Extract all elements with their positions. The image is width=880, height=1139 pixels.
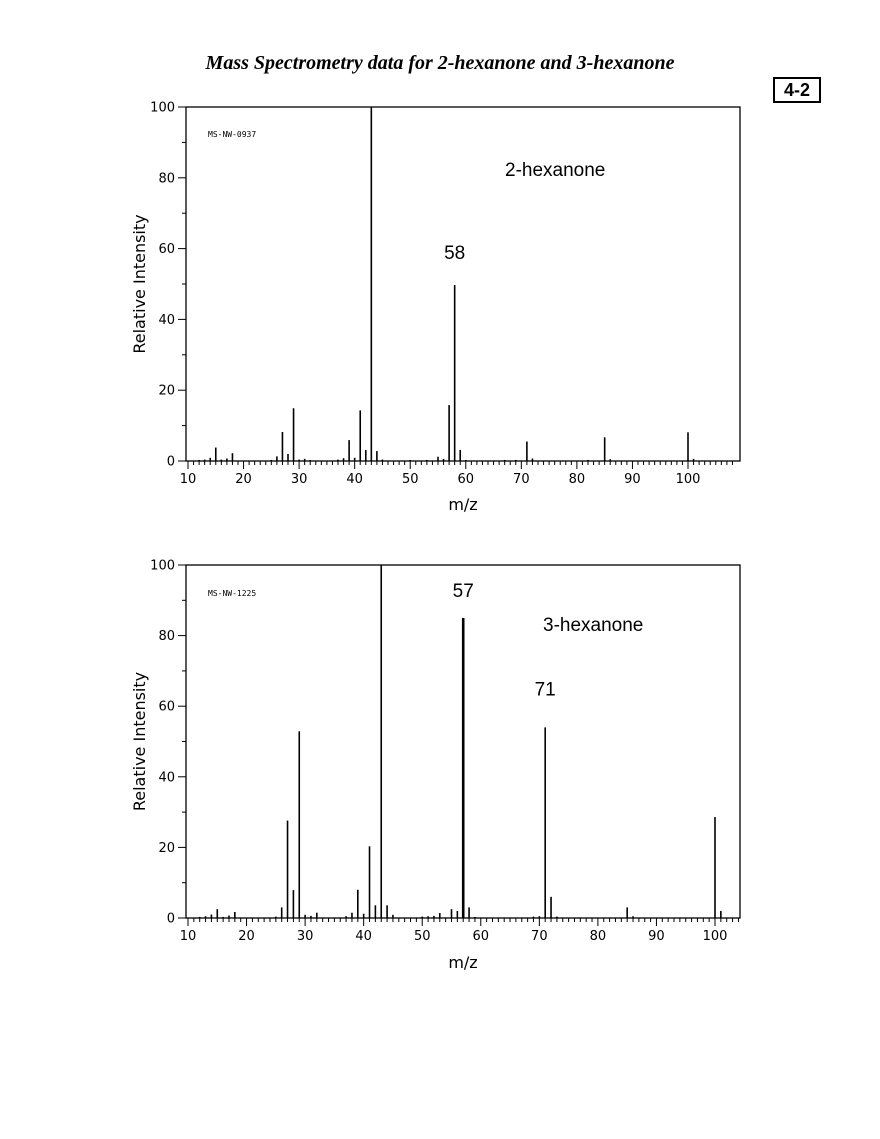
x-tick-label: 50	[402, 472, 419, 487]
y-tick-label: 80	[158, 171, 175, 186]
x-tick-label: 60	[458, 472, 475, 487]
spectrum-id-label: MS-NW-1225	[208, 589, 256, 598]
x-tick-label: 10	[180, 929, 197, 944]
x-tick-label: 90	[648, 929, 665, 944]
x-tick-label: 40	[346, 472, 363, 487]
y-tick-label: 100	[150, 559, 175, 574]
x-tick-label: 80	[569, 472, 586, 487]
x-tick-label: 30	[297, 929, 314, 944]
compound-label: 3-hexanone	[543, 615, 643, 636]
spectrum-chart-2: 0 20 40 60 80 100 10 20 30 40 50 60 70 80 90 100 m/z Rela…	[130, 559, 741, 972]
x-tick-label: 100	[703, 929, 728, 944]
y-tick-label: 60	[158, 700, 175, 715]
y-tick-label: 100	[150, 101, 175, 116]
y-tick-label: 40	[158, 313, 175, 328]
x-tick-label: 30	[291, 472, 308, 487]
y-tick-label: 40	[158, 770, 175, 785]
page-title: Mass Spectrometry data for 2-hexanone an…	[205, 52, 675, 74]
x-tick-label: 20	[238, 929, 255, 944]
y-tick-label: 60	[158, 242, 175, 257]
y-tick-label: 0	[167, 455, 175, 470]
peak-annotation: 71	[535, 680, 556, 701]
compound-label: 2-hexanone	[505, 160, 605, 181]
y-axis-title: Relative Intensity	[130, 214, 149, 353]
y-tick-label: 0	[167, 912, 175, 927]
x-tick-label: 100	[676, 472, 701, 487]
x-tick-label: 80	[590, 929, 607, 944]
x-axis-title: m/z	[448, 953, 477, 972]
y-axis-title: Relative Intensity	[130, 672, 149, 811]
x-tick-label: 70	[531, 929, 548, 944]
peak-annotation: 57	[453, 581, 474, 602]
x-tick-label: 40	[355, 929, 372, 944]
x-axis-title: m/z	[448, 495, 477, 514]
x-tick-label: 70	[513, 472, 530, 487]
plot-frame	[185, 106, 741, 462]
spectrum-id-label: MS-NW-0937	[208, 130, 256, 139]
page-number-badge: 4-2	[773, 77, 821, 103]
spectrum-chart-1: 0 20 40 60 80 100 10 20 30 40 50 60 70 80 90 100 m/z Rela…	[130, 101, 741, 514]
x-tick-label: 50	[414, 929, 431, 944]
x-tick-label: 10	[180, 472, 197, 487]
y-tick-label: 80	[158, 629, 175, 644]
x-tick-label: 90	[624, 472, 641, 487]
peak-annotation: 58	[444, 243, 465, 264]
y-tick-label: 20	[158, 841, 175, 856]
x-tick-label: 20	[235, 472, 252, 487]
x-tick-label: 60	[473, 929, 490, 944]
y-tick-label: 20	[158, 384, 175, 399]
